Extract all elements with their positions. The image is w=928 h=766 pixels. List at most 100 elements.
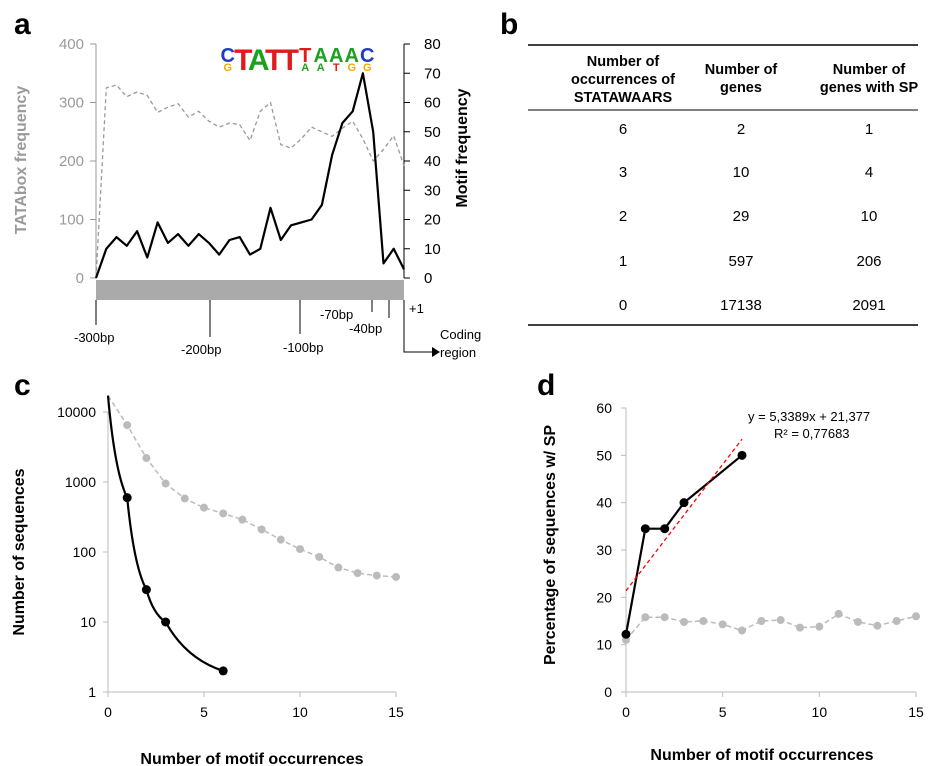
logo-letter: A: [329, 45, 343, 67]
table-header-cell: occurrences of: [571, 72, 675, 88]
panel-d-gray-point: [757, 617, 766, 625]
panel-d-x-ticks: 0 5 10 15: [622, 692, 924, 720]
panel-c-y-tick-label: 10000: [57, 404, 96, 420]
panel-d-chart: 0 10 20 30 40 50 60 0 5 10 15 y = 5,3389x + 21,37…: [542, 400, 924, 764]
panel-c-gray-point: [161, 479, 170, 488]
panel-c-black-point: [141, 585, 151, 595]
panel-d-gray-point: [912, 612, 920, 621]
panel-c-y-tick-label: 1000: [65, 474, 96, 490]
panel-c-gray-point: [392, 572, 400, 581]
panel-a-left-tick-label: 400: [59, 36, 84, 53]
label-minus200: -200bp: [181, 342, 221, 357]
table-row: 6 2 1: [619, 121, 873, 138]
panel-d-gray-point: [641, 613, 650, 622]
table-body: 6 2 1 3 10 4 2 29 10 1 597 206 0 17138 2091: [619, 121, 886, 314]
panel-label-d: d: [537, 369, 555, 402]
panel-c-gray-point: [257, 525, 266, 534]
table-header-row: Number of occurrences of STATAWAARS Number …: [571, 54, 918, 106]
table-cell: 6: [619, 121, 627, 138]
label-plus1: +1: [409, 301, 424, 316]
table-cell: 2091: [852, 297, 885, 314]
panel-c-gray-point: [315, 552, 324, 561]
panel-a-right-tick-label: 70: [424, 65, 441, 82]
coding-label-line2: region: [440, 345, 476, 360]
table-cell: 10: [861, 208, 878, 225]
label-minus300: -300bp: [74, 330, 114, 345]
coding-label-line1: Coding: [440, 327, 481, 342]
panel-c-y-tick-label: 1: [88, 684, 96, 700]
panel-c-y-tick-label: 10: [80, 614, 96, 630]
panel-a-right-tick-label: 60: [424, 95, 441, 112]
panel-d-black-point: [640, 524, 650, 534]
panel-a-series: [94, 72, 405, 279]
tatabox-frequency-line: [95, 84, 405, 279]
panel-d-gray-point: [854, 617, 862, 626]
panel-d-gray-point: [738, 626, 746, 635]
panel-a-right-tick-label: 30: [424, 182, 441, 199]
table-row: 2 29 10: [619, 208, 878, 225]
table-header-cell: genes: [720, 80, 762, 96]
panel-d-x-tick-label: 0: [622, 704, 630, 720]
panel-d-motif-line: [624, 454, 743, 635]
panel-d-gray-point: [834, 609, 843, 618]
panel-a-right-ticks: 0 10 20 30 40 50 60 70 80: [404, 36, 441, 287]
panel-a-left-ticks: 0 100 200 300 400: [59, 36, 96, 287]
logo-letter: A: [314, 45, 328, 67]
table-cell: 1: [865, 121, 873, 138]
table-header-cell: STATAWAARS: [574, 90, 673, 106]
panel-a-left-tick-label: 200: [59, 153, 84, 170]
panel-c-gray-point: [296, 545, 304, 554]
panel-a-left-tick-label: 0: [76, 270, 84, 287]
panel-c-x-ticks: 0 5 10 15: [104, 692, 404, 720]
table-cell: 10: [733, 164, 750, 181]
panel-c-x-tick-label: 10: [292, 704, 308, 720]
panel-label-c: c: [14, 369, 31, 402]
logo-letter: C: [360, 45, 374, 67]
panel-c-y-tick-label: 100: [73, 544, 97, 560]
logo-letter: A: [345, 45, 359, 67]
panel-d-gray-point: [699, 617, 708, 625]
table-cell: 2: [737, 121, 745, 138]
panel-c-gray-point: [200, 503, 208, 512]
panel-d-y-tick-label: 50: [596, 447, 612, 463]
panel-c-x-axis-title: Number of motif occurrences: [140, 751, 363, 766]
logo-letter-small: G: [363, 62, 372, 74]
table-header-cell: Number of: [587, 54, 660, 70]
table-row: 3 10 4: [619, 164, 873, 181]
panel-c-gray-point: [123, 421, 132, 430]
panel-c-gray-point: [276, 535, 285, 544]
panel-c-gray-point: [180, 494, 189, 503]
panel-d-x-axis-title: Number of motif occurrences: [650, 747, 873, 764]
panel-d-y-ticks: 0 10 20 30 40 50 60: [596, 400, 626, 700]
table-row: 0 17138 2091: [619, 297, 886, 314]
panel-a-right-tick-label: 50: [424, 124, 441, 141]
table-header-cell: genes with SP: [820, 80, 919, 96]
panel-c-gray-point: [142, 454, 151, 463]
panel-d-x-tick-label: 5: [719, 704, 727, 720]
panel-d-black-point: [679, 498, 689, 508]
panel-d-trendline: [625, 438, 743, 592]
table-row: 1 597 206: [619, 253, 882, 270]
panel-c-gray-point: [372, 571, 381, 580]
panel-d-y-tick-label: 60: [596, 400, 612, 416]
panel-d-y-tick-label: 30: [596, 542, 612, 558]
table-cell: 0: [619, 297, 627, 314]
panel-a-right-tick-label: 10: [424, 241, 441, 258]
panel-c-gray-point: [238, 515, 247, 524]
panel-c-black-point: [161, 617, 171, 627]
panel-label-a: a: [14, 8, 31, 41]
logo-letter-small: T: [333, 62, 340, 74]
panel-d-y-tick-label: 0: [604, 684, 612, 700]
trendline-r-squared: R² = 0,77683: [774, 426, 850, 441]
table-cell: 206: [856, 253, 881, 270]
panel-d-gray-point: [815, 622, 824, 631]
panel-d-x-tick-label: 15: [908, 704, 924, 720]
label-minus70: -70bp: [320, 307, 353, 322]
table-header-cell: Number of: [833, 62, 906, 78]
table-cell: 597: [728, 253, 753, 270]
panel-label-b: b: [500, 8, 518, 41]
panel-c-x-tick-label: 5: [200, 704, 208, 720]
panel-c-gray-point: [219, 509, 228, 518]
label-minus100: -100bp: [283, 340, 323, 355]
panel-c-x-tick-label: 15: [388, 704, 404, 720]
